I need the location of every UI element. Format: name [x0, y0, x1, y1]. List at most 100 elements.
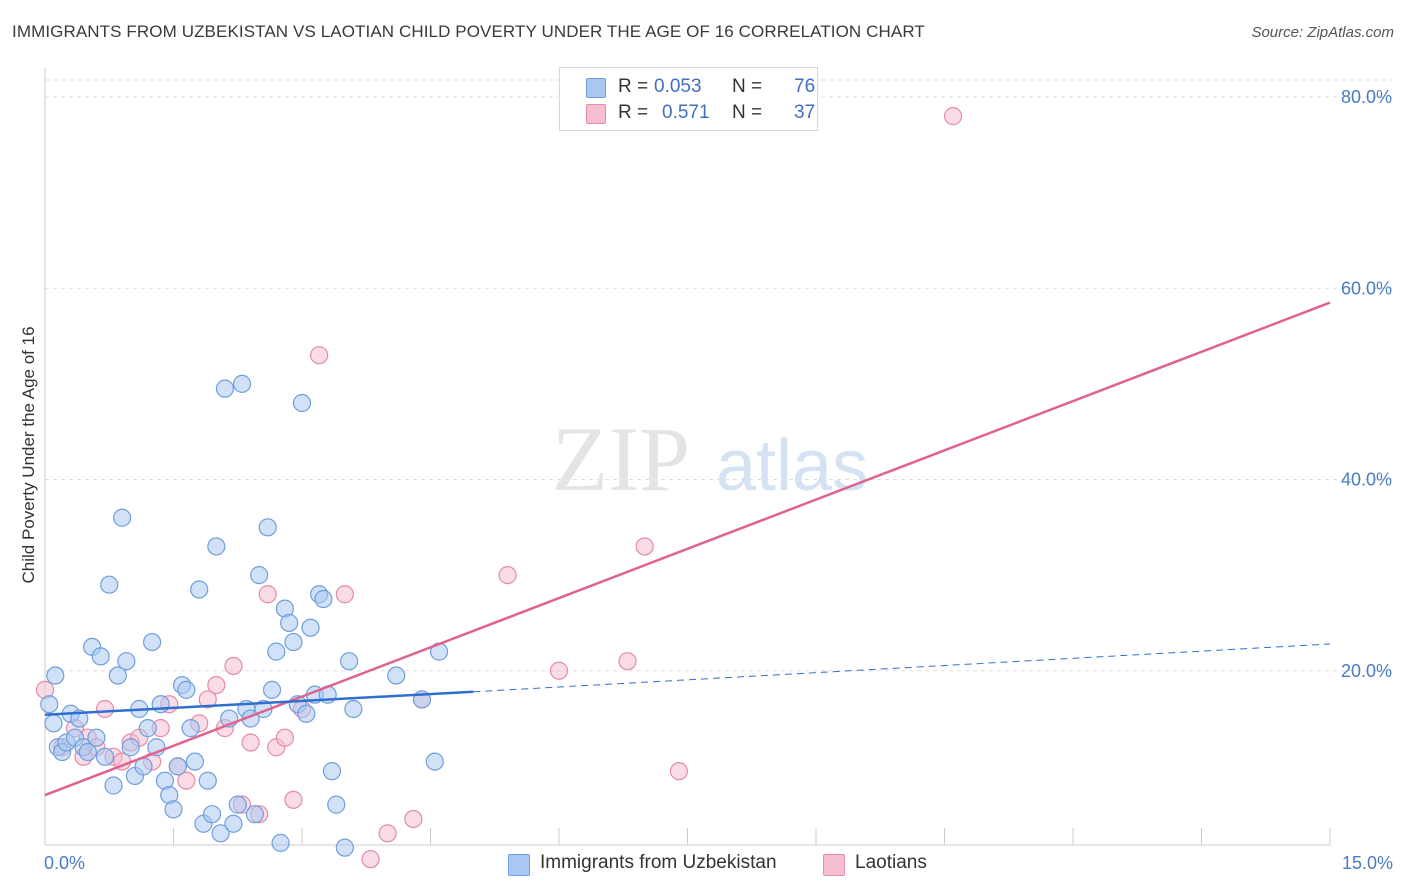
uzbekistan-point: [271, 833, 290, 852]
uzbekistan-point: [91, 647, 110, 666]
bottom-legend-swatch-pink: [823, 854, 845, 876]
watermark-zip: ZIP: [552, 408, 690, 510]
y-tick-labels: 20.0% 40.0% 60.0% 80.0%: [1341, 87, 1392, 681]
y-tick-label: 80.0%: [1341, 87, 1392, 107]
uzbekistan-point: [108, 666, 127, 685]
chart-title: IMMIGRANTS FROM UZBEKISTAN VS LAOTIAN CH…: [12, 22, 925, 41]
laotians-point: [378, 824, 397, 843]
x-tick-label-max: 15.0%: [1342, 853, 1393, 873]
uzbekistan-point: [245, 805, 264, 824]
uzbekistan-point: [95, 747, 115, 766]
uzbekistan-point: [327, 795, 346, 814]
watermark: ZIP atlas: [552, 408, 868, 510]
legend-n-value: 37: [794, 102, 816, 123]
gridlines: [45, 79, 1392, 672]
uzbekistan-point: [425, 752, 444, 771]
laotians-point: [177, 771, 196, 790]
uzbekistan-point: [215, 379, 234, 398]
uzbekistan-point: [232, 374, 252, 393]
x-tick-label-min: 0.0%: [44, 853, 85, 873]
uzbekistan-point: [280, 613, 299, 633]
y-tick-label: 40.0%: [1341, 470, 1392, 490]
y-tick-label: 20.0%: [1341, 661, 1392, 681]
uzbekistan-point: [121, 738, 140, 757]
laotians-point: [549, 661, 569, 680]
chart-source: Source: ZipAtlas.com: [1251, 24, 1394, 41]
uzbekistan-point: [340, 652, 359, 671]
uzbekistan-point: [46, 666, 65, 685]
y-axis-label: Child Poverty Under the Age of 16: [19, 326, 38, 583]
uzbekistan-trend-line: [44, 690, 474, 716]
y-tick-label: 60.0%: [1341, 278, 1392, 298]
laotians-point: [943, 107, 963, 126]
laotians-point: [284, 790, 303, 809]
uzbekistan-point: [207, 537, 226, 556]
uzbekistan-point: [387, 666, 406, 685]
uzbekistan-point: [104, 776, 123, 795]
uzbekistan-point: [284, 632, 303, 652]
axes: [44, 68, 1331, 846]
uzbekistan-point: [181, 719, 200, 738]
laotians-point: [258, 585, 277, 604]
uzbekistan-point: [164, 800, 183, 819]
laotians-point: [198, 690, 217, 709]
uzbekistan-point: [112, 508, 132, 527]
uzbekistan-point: [314, 589, 333, 609]
uzbekistan-point: [44, 714, 63, 733]
bottom-legend-label: Laotians: [855, 852, 927, 873]
uzbekistan-point: [151, 695, 170, 714]
bottom-legend-swatch-blue: [508, 854, 530, 876]
uzbekistan-point: [117, 652, 136, 671]
laotians-point: [361, 850, 380, 869]
laotians-point: [404, 809, 423, 829]
uzbekistan-point: [40, 695, 59, 714]
uzbekistan-point: [297, 704, 316, 723]
legend-swatch-blue: [586, 78, 606, 98]
uzbekistan-point: [202, 805, 222, 824]
legend-r-value: 0.053: [654, 76, 702, 97]
uzbekistan-point: [138, 719, 157, 738]
uzbekistan-point: [228, 795, 247, 814]
legend-n-value: 76: [794, 76, 816, 97]
uzbekistan-point: [198, 771, 217, 790]
uzbekistan-point: [78, 742, 97, 762]
laotians-trend-line: [44, 301, 1331, 797]
uzbekistan-point: [262, 680, 282, 699]
uzbekistan-point: [344, 699, 363, 719]
laotians-point: [241, 733, 260, 752]
uzbekistan-point: [100, 575, 119, 594]
laotians-point: [335, 585, 354, 604]
uzbekistan-point: [190, 580, 209, 599]
legend-r-label: R =: [618, 102, 649, 123]
uzbekistan-point: [335, 838, 354, 857]
uzbekistan-point: [292, 393, 312, 413]
uzbekistan-trend-extension: [473, 643, 1331, 693]
uzbekistan-points: [40, 374, 449, 857]
uzbekistan-point: [211, 824, 230, 843]
laotians-point: [95, 699, 115, 719]
legend-r-label: R =: [618, 76, 649, 97]
uzbekistan-point: [258, 518, 277, 537]
laotians-point: [275, 728, 294, 747]
watermark-atlas: atlas: [716, 426, 868, 506]
laotians-point: [310, 346, 329, 365]
uzbekistan-point: [250, 566, 269, 585]
uzbekistan-point: [185, 752, 205, 771]
uzbekistan-point: [301, 618, 320, 637]
uzbekistan-point: [322, 762, 342, 781]
legend-r-value: 0.571: [662, 102, 710, 123]
laotians-point: [635, 537, 654, 556]
uzbekistan-point: [87, 728, 106, 747]
laotians-point: [669, 762, 689, 781]
trend-lines: [44, 301, 1331, 797]
uzbekistan-point: [267, 642, 286, 661]
legend-swatch-pink: [586, 104, 606, 124]
legend-n-label: N =: [732, 102, 763, 123]
laotians-point: [207, 675, 226, 695]
laotians-point: [618, 652, 637, 671]
x-tick-labels: 0.0% 15.0%: [44, 853, 1393, 873]
laotians-point: [224, 656, 243, 676]
bottom-legend-label: Immigrants from Uzbekistan: [540, 852, 777, 873]
legend-n-label: N =: [732, 76, 763, 97]
